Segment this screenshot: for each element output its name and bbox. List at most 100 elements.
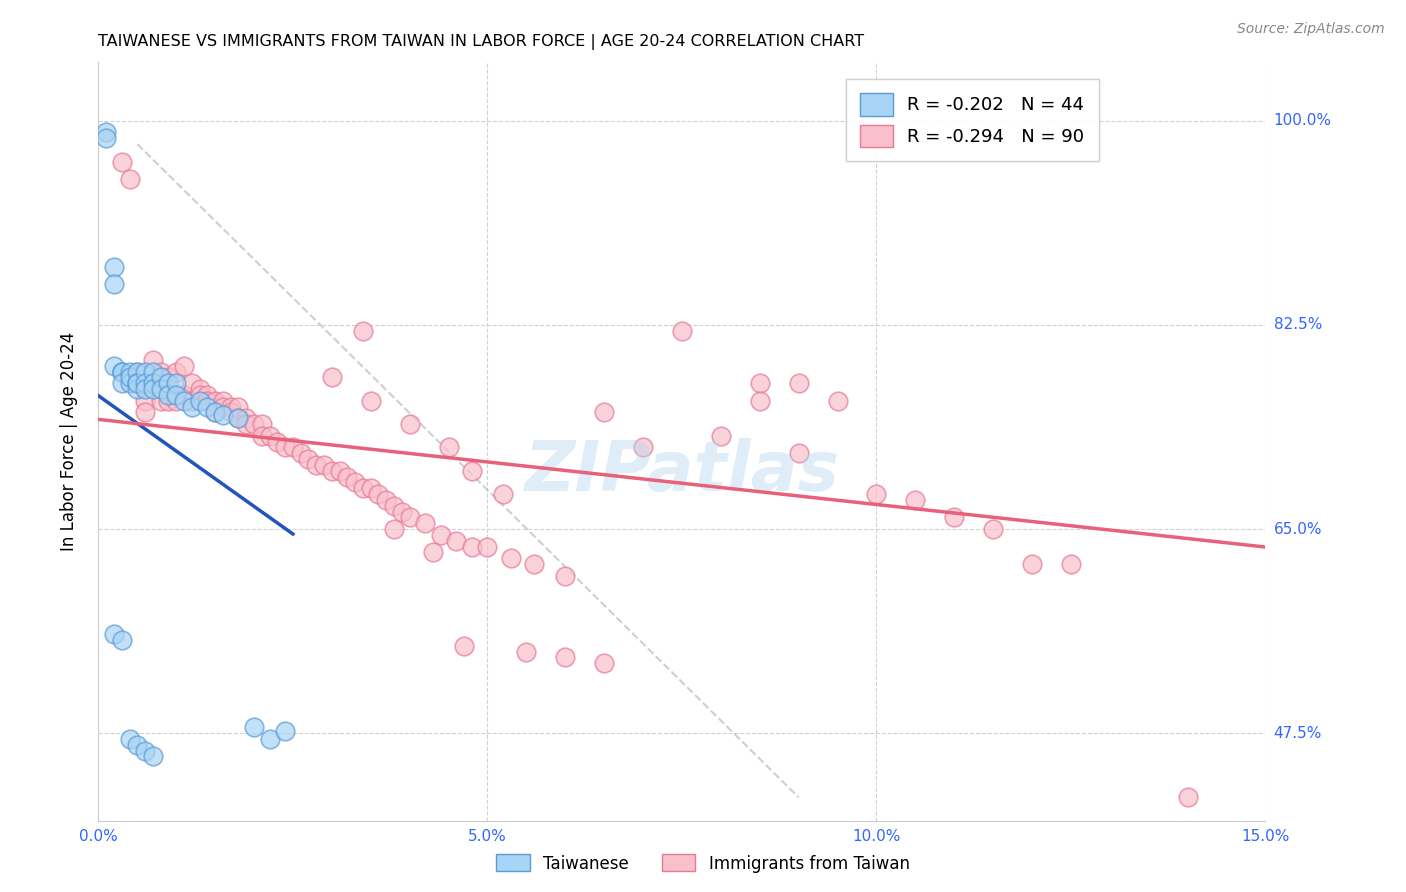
Point — [103, 359, 125, 373]
Point — [188, 393, 211, 408]
Point — [413, 516, 436, 531]
Point — [204, 405, 226, 419]
Point — [157, 393, 180, 408]
Point — [523, 557, 546, 571]
Point — [344, 475, 367, 490]
Point — [266, 434, 288, 449]
Point — [127, 365, 149, 379]
Point — [250, 417, 273, 431]
Point — [1060, 557, 1083, 571]
Point — [173, 393, 195, 408]
Point — [127, 365, 149, 379]
Text: 5.0%: 5.0% — [468, 829, 506, 844]
Point — [134, 744, 156, 758]
Text: 65.0%: 65.0% — [1274, 522, 1322, 536]
Point — [398, 510, 420, 524]
Point — [710, 428, 733, 442]
Point — [103, 277, 125, 291]
Point — [111, 632, 134, 647]
Point — [367, 487, 389, 501]
Point — [142, 749, 165, 764]
Point — [352, 481, 374, 495]
Point — [492, 487, 515, 501]
Point — [118, 376, 141, 391]
Point — [134, 365, 156, 379]
Point — [118, 365, 141, 379]
Legend: R = -0.202   N = 44, R = -0.294   N = 90: R = -0.202 N = 44, R = -0.294 N = 90 — [846, 79, 1099, 161]
Point — [671, 324, 693, 338]
Point — [461, 464, 484, 478]
Point — [195, 400, 218, 414]
Point — [446, 533, 468, 548]
Point — [212, 408, 235, 422]
Point — [142, 376, 165, 391]
Point — [149, 365, 172, 379]
Text: 15.0%: 15.0% — [1241, 829, 1289, 844]
Point — [134, 376, 156, 391]
Point — [259, 731, 281, 746]
Point — [111, 365, 134, 379]
Point — [259, 428, 281, 442]
Text: 0.0%: 0.0% — [79, 829, 118, 844]
Point — [360, 481, 382, 495]
Point — [173, 388, 195, 402]
Text: Source: ZipAtlas.com: Source: ZipAtlas.com — [1237, 22, 1385, 37]
Point — [149, 382, 172, 396]
Point — [290, 446, 312, 460]
Point — [281, 441, 304, 455]
Point — [228, 411, 250, 425]
Point — [243, 720, 266, 734]
Point — [321, 464, 343, 478]
Point — [250, 428, 273, 442]
Point — [195, 393, 218, 408]
Point — [118, 172, 141, 186]
Point — [212, 400, 235, 414]
Text: 10.0%: 10.0% — [852, 829, 901, 844]
Point — [228, 400, 250, 414]
Point — [204, 393, 226, 408]
Point — [499, 551, 522, 566]
Point — [118, 370, 141, 384]
Point — [212, 393, 235, 408]
Point — [297, 452, 319, 467]
Point — [204, 405, 226, 419]
Point — [981, 522, 1004, 536]
Point — [219, 405, 242, 419]
Point — [429, 528, 451, 542]
Point — [111, 154, 134, 169]
Point — [157, 370, 180, 384]
Point — [127, 382, 149, 396]
Point — [312, 458, 335, 472]
Point — [748, 393, 770, 408]
Point — [422, 545, 444, 559]
Point — [173, 359, 195, 373]
Y-axis label: In Labor Force | Age 20-24: In Labor Force | Age 20-24 — [59, 332, 77, 551]
Point — [149, 370, 172, 384]
Text: 82.5%: 82.5% — [1274, 318, 1322, 333]
Point — [235, 417, 257, 431]
Point — [195, 388, 218, 402]
Text: ZIPatlas: ZIPatlas — [524, 438, 839, 506]
Point — [127, 376, 149, 391]
Point — [111, 365, 134, 379]
Point — [157, 376, 180, 391]
Point — [165, 393, 187, 408]
Point — [787, 446, 810, 460]
Point — [228, 411, 250, 425]
Point — [188, 388, 211, 402]
Point — [96, 125, 118, 139]
Point — [336, 469, 359, 483]
Point — [127, 738, 149, 752]
Point — [165, 376, 187, 391]
Text: TAIWANESE VS IMMIGRANTS FROM TAIWAN IN LABOR FORCE | AGE 20-24 CORRELATION CHART: TAIWANESE VS IMMIGRANTS FROM TAIWAN IN L… — [98, 34, 865, 50]
Point — [142, 365, 165, 379]
Point — [943, 510, 966, 524]
Point — [134, 393, 156, 408]
Point — [398, 417, 420, 431]
Point — [305, 458, 328, 472]
Point — [219, 400, 242, 414]
Point — [360, 393, 382, 408]
Point — [118, 731, 141, 746]
Point — [274, 441, 297, 455]
Point — [437, 441, 460, 455]
